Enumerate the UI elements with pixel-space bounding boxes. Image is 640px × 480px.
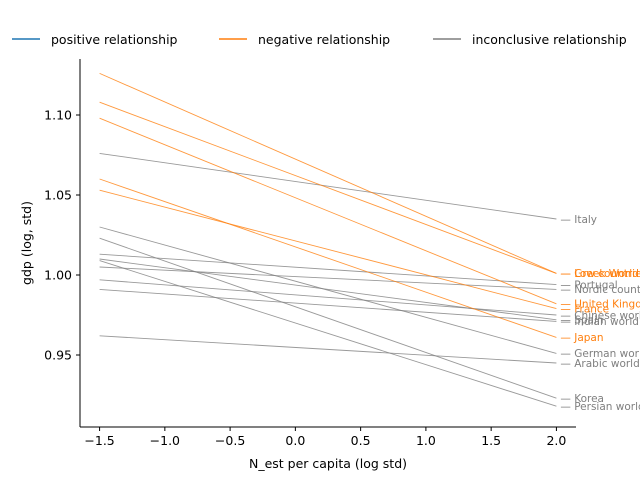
end-label-low-countries: — Low countries bbox=[560, 268, 640, 280]
x-ticks: −1.5 −1.0 −0.5 0.0 0.5 1.0 1.5 2.0 bbox=[84, 427, 566, 448]
series-line-nordic-countries bbox=[99, 266, 557, 290]
legend-label-negative: negative relationship bbox=[258, 32, 390, 47]
x-tick-label: 0.0 bbox=[285, 433, 305, 448]
series-line-low-countries bbox=[99, 101, 557, 274]
series-line-france bbox=[99, 189, 557, 310]
legend-label-inconclusive: inconclusive relationship bbox=[472, 32, 627, 47]
y-tick-label: 0.95 bbox=[44, 348, 72, 363]
end-labels: — Italy — Greek World— Low countries— Por… bbox=[560, 214, 640, 413]
series-line-spain bbox=[99, 258, 557, 321]
end-label-persian-world: — Persian world bbox=[560, 401, 640, 413]
end-label-indian-world: — Indian world bbox=[560, 316, 639, 328]
series-line-korea bbox=[99, 237, 557, 399]
end-label-german-world: — German world bbox=[560, 348, 640, 360]
plot-lines bbox=[99, 72, 557, 407]
y-tick-label: 1.10 bbox=[44, 108, 72, 123]
end-label-greek-world: — Greek World bbox=[560, 268, 639, 280]
series-line-indian-world bbox=[99, 288, 557, 322]
axes bbox=[79, 59, 576, 428]
series-line-greek-world bbox=[99, 72, 557, 274]
y-axis-title: gdp (log, std) bbox=[19, 201, 34, 285]
series-line-german-world bbox=[99, 226, 557, 354]
end-label-japan: — Japan bbox=[560, 332, 603, 344]
series-line-italy bbox=[99, 152, 557, 220]
x-tick-label: 1.5 bbox=[481, 433, 501, 448]
end-label-spain: — Spain bbox=[560, 315, 603, 327]
end-label-chinese-world: — Chinese world bbox=[560, 310, 640, 322]
x-axis-title: N_est per capita (log std) bbox=[249, 456, 407, 471]
end-label-italy: — Italy bbox=[560, 214, 597, 226]
x-tick-label: −1.0 bbox=[150, 433, 180, 448]
x-tick-label: −0.5 bbox=[215, 433, 245, 448]
x-tick-label: 1.0 bbox=[416, 433, 436, 448]
end-label-korea: — Korea bbox=[560, 393, 604, 405]
series-line-portugal bbox=[99, 253, 557, 286]
series-line-persian-world bbox=[99, 260, 557, 407]
legend: positive relationship negative relations… bbox=[12, 32, 627, 47]
y-tick-label: 1.05 bbox=[44, 188, 72, 203]
end-label-portugal: — Portugal bbox=[560, 279, 617, 291]
x-tick-label: 0.5 bbox=[351, 433, 371, 448]
x-tick-label: 2.0 bbox=[546, 433, 566, 448]
series-line-arabic-world bbox=[99, 335, 557, 364]
y-ticks: 0.95 1.00 1.05 1.10 bbox=[44, 108, 80, 363]
end-label-arabic-world: — Arabic world bbox=[560, 358, 639, 370]
series-line-united-kingdom bbox=[99, 117, 557, 305]
end-label-france: — France bbox=[560, 303, 609, 315]
end-label-nordic-countries: — Nordic countries bbox=[560, 284, 640, 296]
series-line-japan bbox=[99, 178, 557, 338]
x-tick-label: −1.5 bbox=[84, 433, 114, 448]
y-tick-label: 1.00 bbox=[44, 268, 72, 283]
legend-label-positive: positive relationship bbox=[51, 32, 178, 47]
end-label-united-kingdom: — United Kingdom bbox=[560, 299, 640, 311]
series-line-chinese-world bbox=[99, 279, 557, 316]
